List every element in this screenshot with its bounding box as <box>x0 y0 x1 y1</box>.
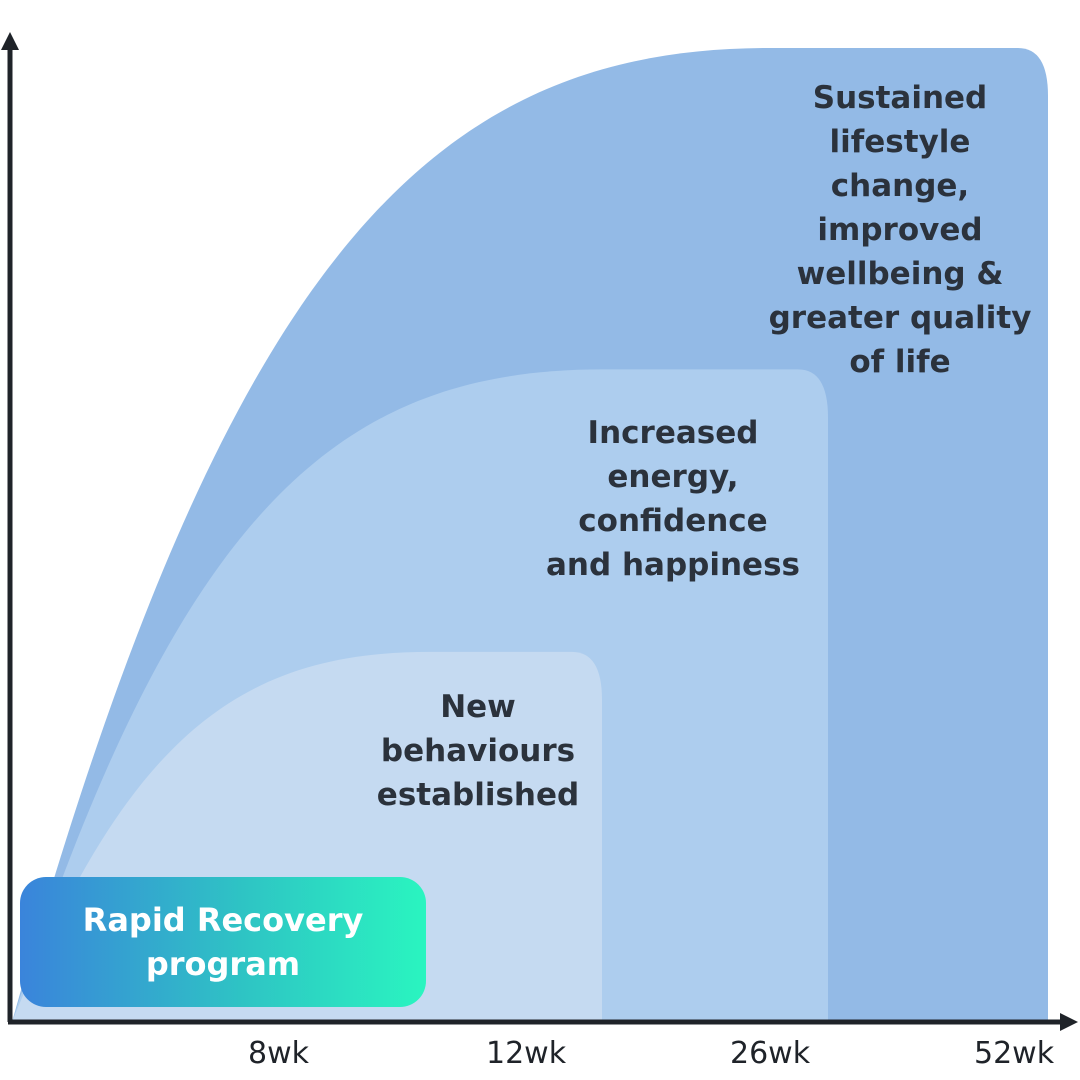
y-axis-arrow <box>1 32 19 50</box>
stage-label-new-behaviours: New behaviours established <box>376 689 580 813</box>
rapid-recovery-badge: Rapid Recovery program <box>20 877 426 1007</box>
x-tick-52wk: 52wk <box>974 1036 1055 1071</box>
x-tick-8wk: 8wk <box>248 1036 309 1071</box>
x-tick-26wk: 26wk <box>730 1036 811 1071</box>
x-axis-arrow <box>1060 1013 1078 1031</box>
x-tick-12wk: 12wk <box>486 1036 567 1071</box>
stage-label-sustained: Sustained lifestyle change, improved wel… <box>768 80 1032 380</box>
stage-label-increased-energy: Increased energy, confidence and happine… <box>546 415 800 583</box>
